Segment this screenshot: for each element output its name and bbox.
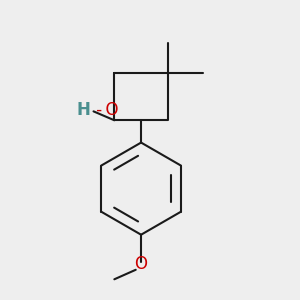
Text: H: H: [77, 101, 91, 119]
Text: O: O: [135, 255, 148, 273]
Text: - O: - O: [91, 101, 118, 119]
